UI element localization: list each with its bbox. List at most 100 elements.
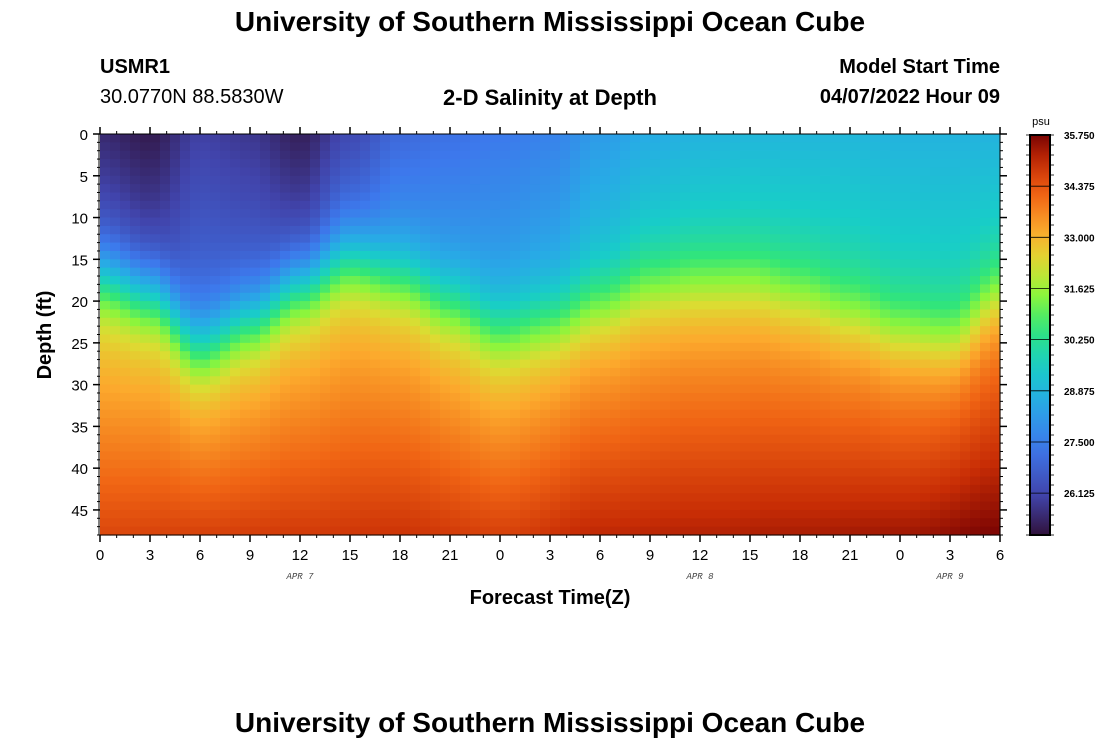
heatmap-cell: [760, 326, 771, 336]
heatmap-cell: [480, 167, 491, 177]
heatmap-cell: [430, 509, 441, 519]
heatmap-cell: [240, 418, 251, 427]
heatmap-cell: [550, 309, 561, 319]
heatmap-cell: [710, 276, 721, 285]
heatmap-cell: [950, 217, 961, 227]
heatmap-cell: [340, 342, 351, 352]
heatmap-cell: [300, 509, 311, 519]
heatmap-cell: [600, 451, 611, 461]
heatmap-cell: [990, 509, 1001, 519]
heatmap-cell: [570, 392, 581, 402]
heatmap-cell: [840, 468, 851, 478]
heatmap-cell: [610, 359, 621, 369]
heatmap-cell: [310, 443, 321, 453]
heatmap-cell: [350, 267, 361, 277]
heatmap-cell: [560, 234, 571, 244]
heatmap-cell: [960, 234, 971, 244]
heatmap-cell: [110, 501, 121, 511]
heatmap-cell: [650, 192, 661, 202]
heatmap-cell: [930, 434, 941, 444]
heatmap-cell: [640, 451, 651, 461]
heatmap-cell: [610, 234, 621, 244]
heatmap-cell: [260, 292, 271, 302]
heatmap-cell: [500, 184, 511, 194]
heatmap-cell: [250, 267, 261, 277]
heatmap-cell: [740, 309, 751, 319]
heatmap-cell: [310, 342, 321, 352]
heatmap-cell: [540, 409, 551, 419]
heatmap-cell: [380, 367, 391, 377]
heatmap-cell: [250, 200, 261, 210]
heatmap-cell: [530, 150, 541, 160]
heatmap-cell: [270, 334, 281, 344]
model-start-label: Model Start Time: [839, 56, 1000, 78]
heatmap-cell: [260, 351, 271, 361]
heatmap-cell: [890, 225, 901, 235]
heatmap-cell: [670, 443, 681, 453]
heatmap-cell: [570, 292, 581, 302]
heatmap-cell: [360, 242, 371, 252]
heatmap-cell: [930, 234, 941, 244]
heatmap-cell: [200, 484, 211, 494]
heatmap-cell: [870, 367, 881, 377]
heatmap-cell: [670, 526, 681, 536]
heatmap-cell: [210, 376, 221, 386]
heatmap-cell: [840, 259, 851, 269]
heatmap-cell: [910, 225, 921, 235]
heatmap-cell: [780, 418, 791, 427]
heatmap-cell: [870, 200, 881, 210]
x-day-label: APR 7: [285, 572, 314, 582]
heatmap-cell: [960, 468, 971, 478]
heatmap-cell: [710, 250, 721, 260]
heatmap-cell: [560, 150, 571, 160]
heatmap-cell: [430, 518, 441, 528]
heatmap-cell: [980, 351, 991, 361]
heatmap-cell: [850, 401, 861, 411]
heatmap-cell: [860, 384, 871, 394]
heatmap-cell: [500, 359, 511, 369]
heatmap-cell: [940, 234, 951, 244]
heatmap-cell: [500, 317, 511, 327]
heatmap-cell: [100, 501, 111, 511]
heatmap-cell: [940, 526, 951, 536]
heatmap-cell: [580, 468, 591, 478]
heatmap-cell: [140, 159, 151, 169]
heatmap-cell: [630, 509, 641, 519]
heatmap-cell: [360, 267, 371, 277]
heatmap-cell: [820, 493, 831, 503]
heatmap-cell: [570, 493, 581, 503]
heatmap-cell: [670, 259, 681, 269]
heatmap-cell: [580, 359, 591, 369]
heatmap-cell: [550, 409, 561, 419]
heatmap-cell: [330, 409, 341, 419]
heatmap-cell: [870, 292, 881, 302]
heatmap-cell: [840, 351, 851, 361]
heatmap-cell: [460, 317, 471, 327]
heatmap-cell: [780, 225, 791, 235]
heatmap-cell: [830, 392, 841, 402]
heatmap-cell: [940, 509, 951, 519]
heatmap-cell: [520, 501, 531, 511]
heatmap-cell: [260, 250, 271, 260]
heatmap-cell: [160, 184, 171, 194]
heatmap-cell: [920, 426, 931, 436]
heatmap-cell: [860, 192, 871, 202]
heatmap-cell: [520, 225, 531, 235]
heatmap-cell: [170, 342, 181, 352]
heatmap-cell: [260, 418, 271, 427]
heatmap-cell: [600, 342, 611, 352]
heatmap-cell: [800, 317, 811, 327]
heatmap-cell: [120, 434, 131, 444]
heatmap-cell: [190, 284, 201, 294]
heatmap-cell: [790, 443, 801, 453]
heatmap-cell: [330, 292, 341, 302]
heatmap-cell: [200, 334, 211, 344]
heatmap-cell: [530, 326, 541, 336]
heatmap-cell: [540, 418, 551, 427]
heatmap-cell: [760, 242, 771, 252]
heatmap-cell: [210, 426, 221, 436]
heatmap-cell: [550, 376, 561, 386]
heatmap-cell: [640, 392, 651, 402]
heatmap-cell: [730, 443, 741, 453]
heatmap-cell: [540, 526, 551, 536]
